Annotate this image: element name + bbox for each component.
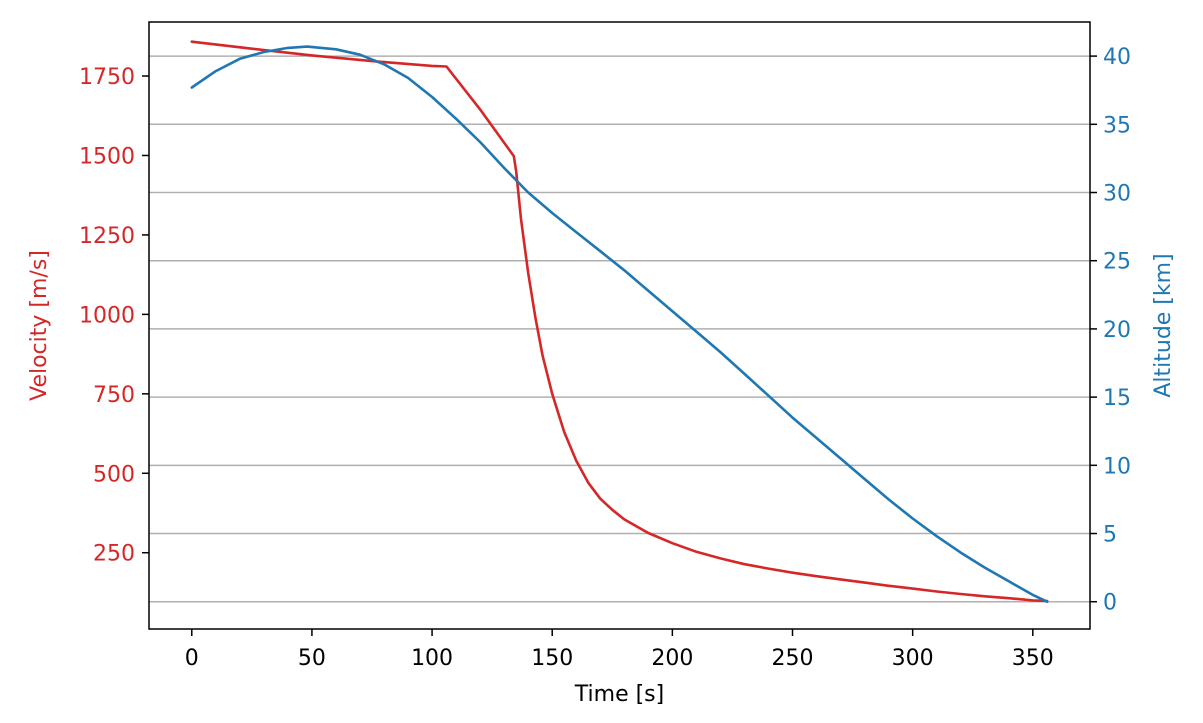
x-tick-label: 50 [298,646,326,671]
y-right-tick-label: 0 [1103,591,1117,616]
grid-lines [149,55,1090,603]
y-left-tick-label: 1750 [79,65,135,90]
x-tick-label: 300 [892,646,934,671]
x-tick-label: 350 [1012,646,1054,671]
x-axis-label: Time [s] [574,682,664,707]
x-tick-label: 100 [411,646,453,671]
x-tick-label: 150 [531,646,573,671]
y-right-tick-label: 40 [1103,45,1131,70]
y-left-ticks: 250 500 750 1000 1250 1500 1750 [79,65,149,567]
y-right-tick-label: 20 [1103,318,1131,343]
y-left-tick-label: 500 [93,462,135,487]
plot-frame [148,21,1091,630]
y-left-tick-label: 750 [93,383,135,408]
y-left-tick-label: 250 [93,542,135,567]
y-right-tick-label: 30 [1103,182,1131,207]
y-left-tick-label: 1000 [79,303,135,328]
y-right-tick-label: 25 [1103,250,1131,275]
velocity-series-line [190,40,1049,603]
y-right-tick-label: 5 [1103,523,1117,548]
y-right-tick-label: 10 [1103,454,1131,479]
y-right-tick-label: 15 [1103,386,1131,411]
series-layer [190,40,1049,604]
y-right-ticks: 0 5 10 15 20 25 30 35 40 [1090,45,1131,616]
y-left-axis-label: Velocity [m/s] [27,250,52,401]
x-ticks: 0 50 100 150 200 250 300 350 [185,629,1054,671]
y-right-tick-label: 35 [1103,113,1131,138]
y-right-axis-label: Altitude [km] [1151,253,1176,397]
y-left-tick-label: 1250 [79,224,135,249]
x-tick-label: 0 [185,646,199,671]
x-tick-label: 250 [772,646,814,671]
altitude-series-line [190,45,1049,604]
x-tick-label: 200 [651,646,693,671]
y-left-tick-label: 1500 [79,144,135,169]
